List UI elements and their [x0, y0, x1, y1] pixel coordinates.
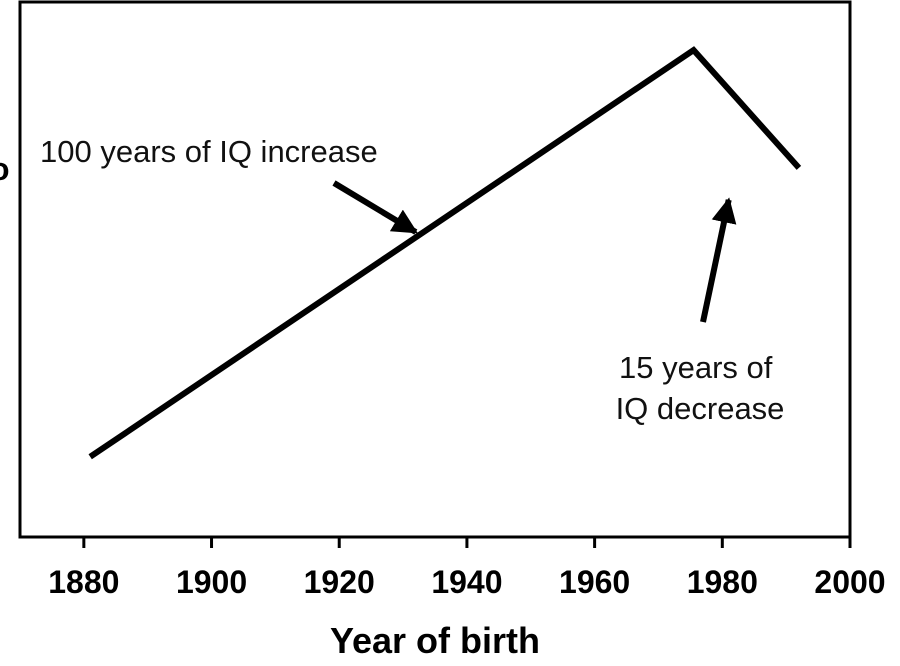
annotation-decrease-line2: IQ decrease — [616, 391, 785, 426]
annotation-increase-text: 100 years of IQ increase — [40, 134, 378, 169]
x-tick-label-1920: 1920 — [304, 564, 375, 600]
annotation-decrease-arrow — [700, 197, 737, 323]
plot-frame — [18, 0, 852, 539]
y-axis-edge-glyph: o — [0, 151, 10, 187]
x-axis-ticks — [82, 537, 852, 548]
svg-text:15 years of IQ decrease: 15 years of IQ decrease — [616, 350, 785, 426]
x-tick-label-1940: 1940 — [431, 564, 502, 600]
svg-text:100 years of IQ increase: 100 years of IQ increase — [40, 134, 378, 169]
annotation-decrease-line1: 15 years of — [619, 350, 773, 385]
annotation-increase-arrow — [332, 180, 418, 235]
x-tick-label-1880: 1880 — [48, 564, 119, 600]
x-tick-label-1900: 1900 — [176, 564, 247, 600]
x-tick-label-1980: 1980 — [687, 564, 758, 600]
annotation-increase: 100 years of IQ increase — [40, 134, 418, 235]
x-tick-label-2000: 2000 — [814, 564, 885, 600]
x-axis-title: Year of birth — [330, 620, 540, 661]
annotation-decrease: 15 years of IQ decrease — [616, 197, 785, 426]
series-line — [88, 46, 802, 460]
x-tick-label-1960: 1960 — [559, 564, 630, 600]
x-axis-tick-labels: 1880 1900 1920 1940 1960 1980 2000 — [48, 564, 885, 600]
